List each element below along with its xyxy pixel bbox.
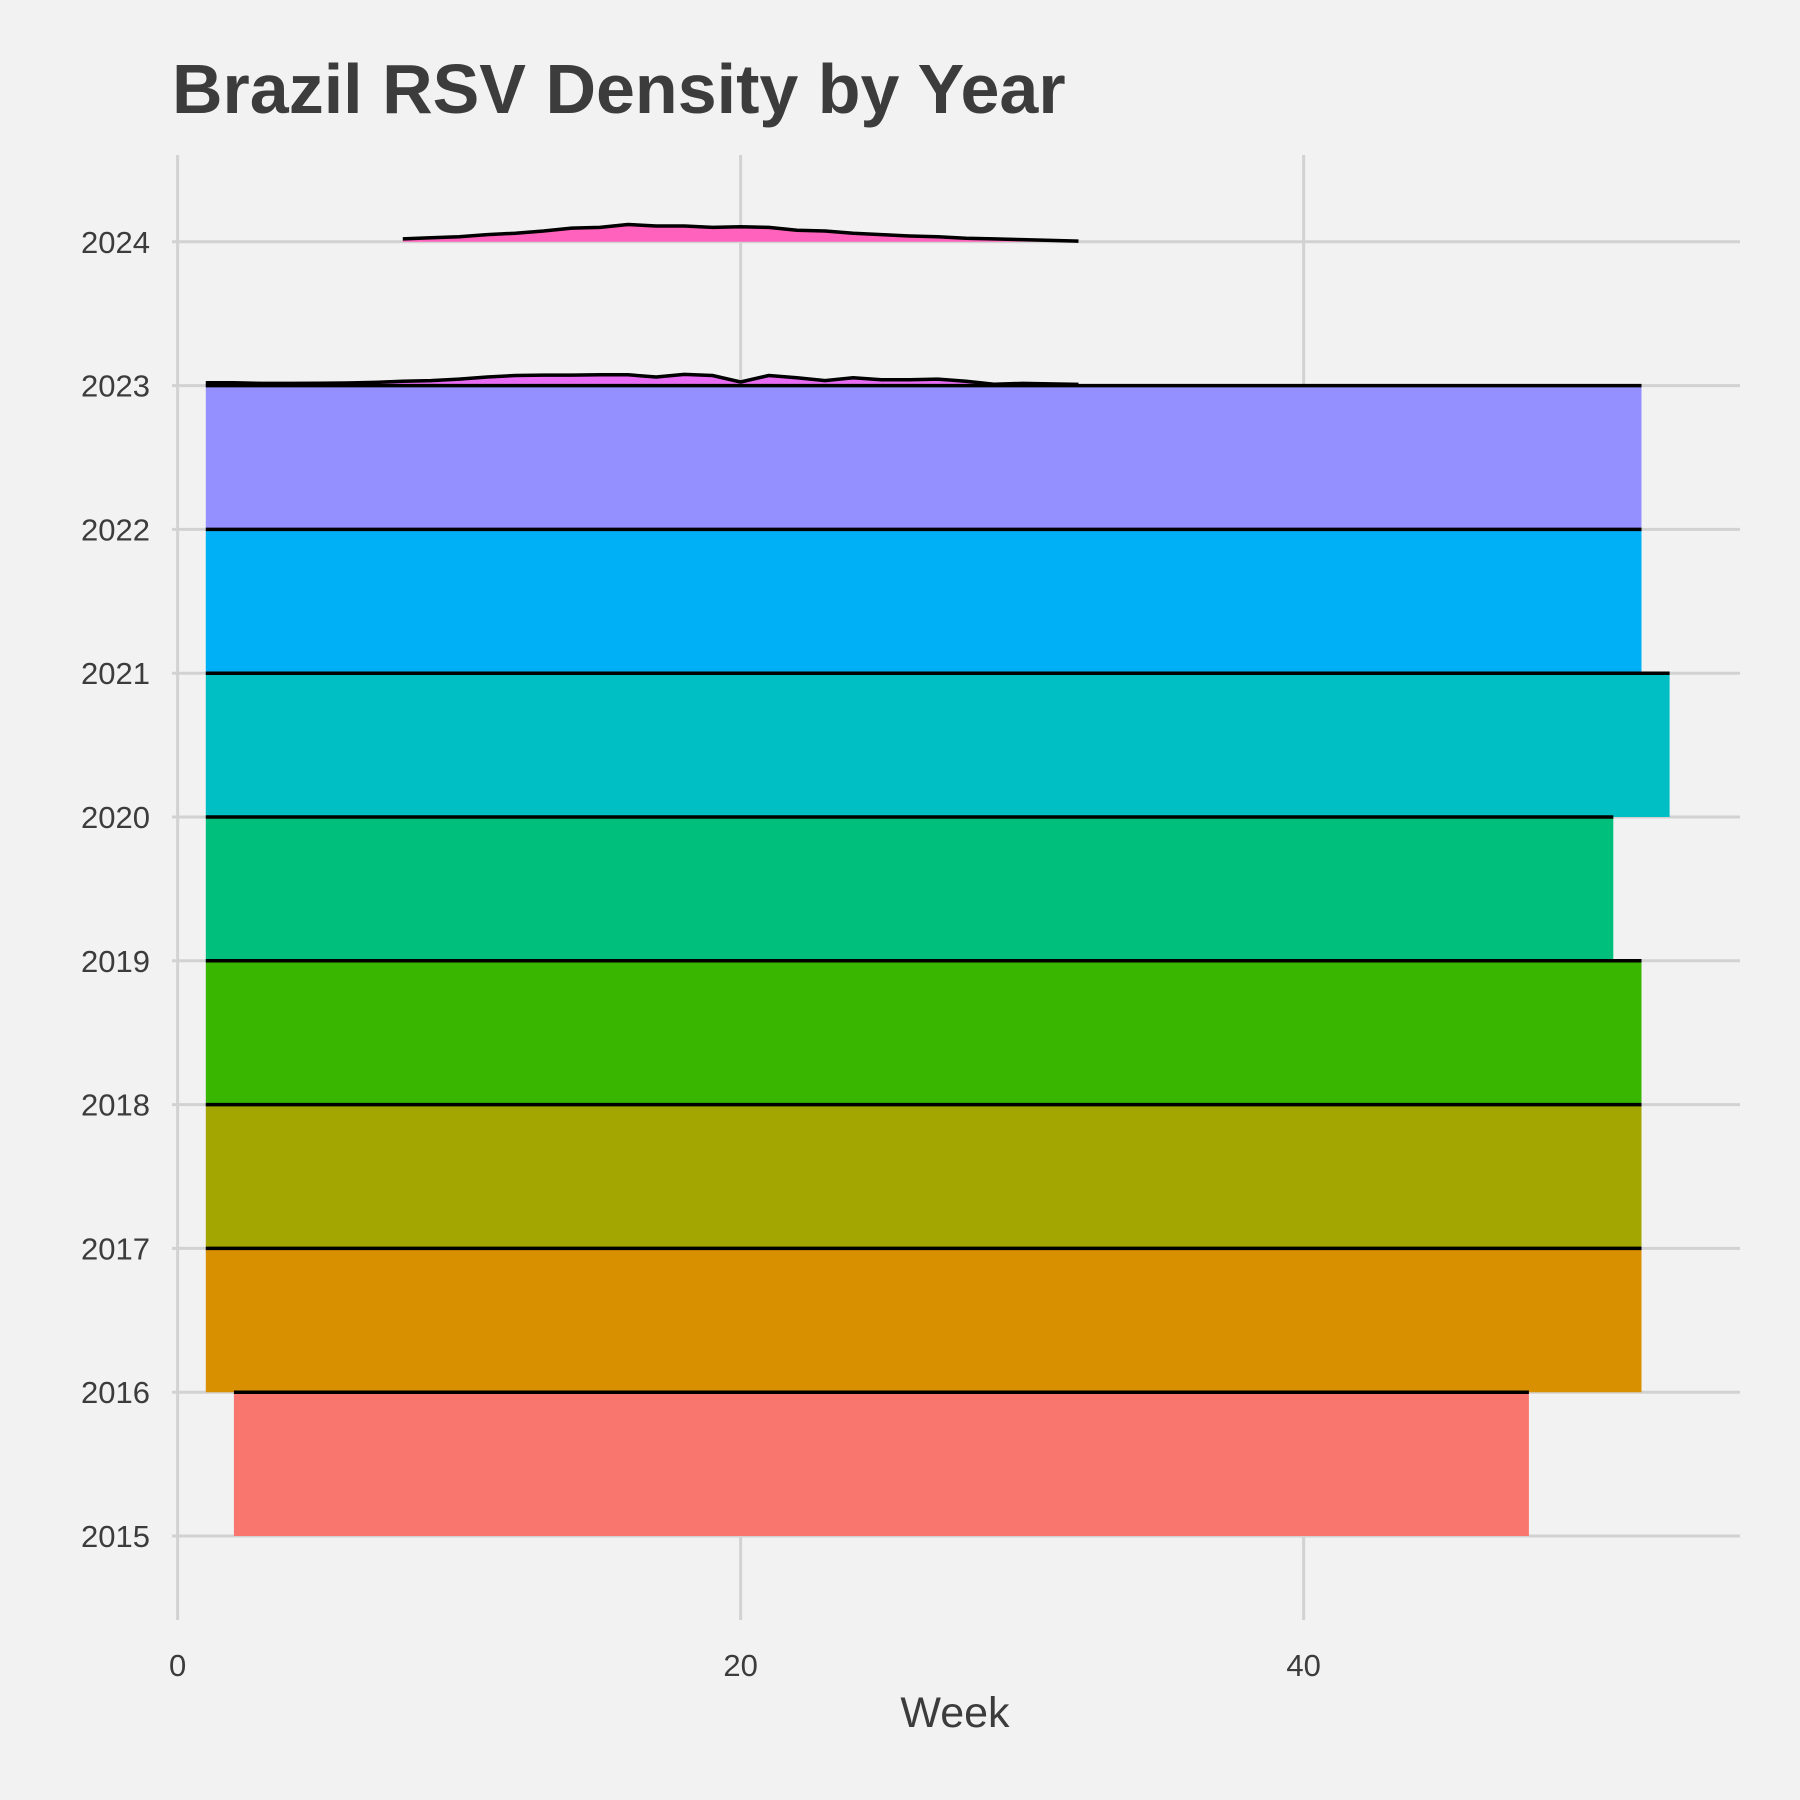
ridge-fill-2015	[233, 1392, 1529, 1536]
ridge-outline-2024	[402, 222, 1079, 243]
ridge-fill-2018	[205, 960, 1642, 1105]
ridge-outline-2023	[205, 372, 1079, 387]
x-tick-label: 20	[723, 1648, 757, 1683]
y-tick-label: 2017	[81, 1231, 150, 1266]
ridge-fill-2022	[205, 385, 1642, 530]
ridge-fill-2017	[205, 1104, 1642, 1249]
y-tick-label: 2019	[81, 944, 150, 979]
y-tick-label: 2020	[81, 800, 150, 835]
y-tick-label: 2022	[81, 512, 150, 547]
ridge-fill-2019	[205, 817, 1614, 961]
y-tick-label: 2016	[81, 1375, 150, 1410]
x-tick-label: 40	[1286, 1648, 1320, 1683]
density-ridges	[205, 222, 1670, 1536]
y-tick-label: 2024	[81, 225, 150, 260]
ridge-fill-2021	[205, 529, 1642, 674]
x-tick-label: 0	[169, 1648, 186, 1683]
x-axis-tick-labels: 0 20 40	[169, 1648, 1321, 1683]
y-tick-label: 2018	[81, 1088, 150, 1123]
ridge-fill-2023	[205, 374, 1079, 386]
y-tick-label: 2023	[81, 369, 150, 404]
ridge-fill-2016	[205, 1248, 1642, 1393]
y-axis-tick-labels: 2015 2016 2017 2018 2019 2020 2021 2022 2023 2024	[81, 225, 150, 1554]
y-tick-label: 2021	[81, 656, 150, 691]
y-tick-label: 2015	[81, 1519, 150, 1554]
ridge-fill-2020	[205, 673, 1670, 817]
x-axis-title: Week	[900, 1689, 1010, 1737]
chart-title: Brazil RSV Density by Year	[172, 50, 1066, 128]
